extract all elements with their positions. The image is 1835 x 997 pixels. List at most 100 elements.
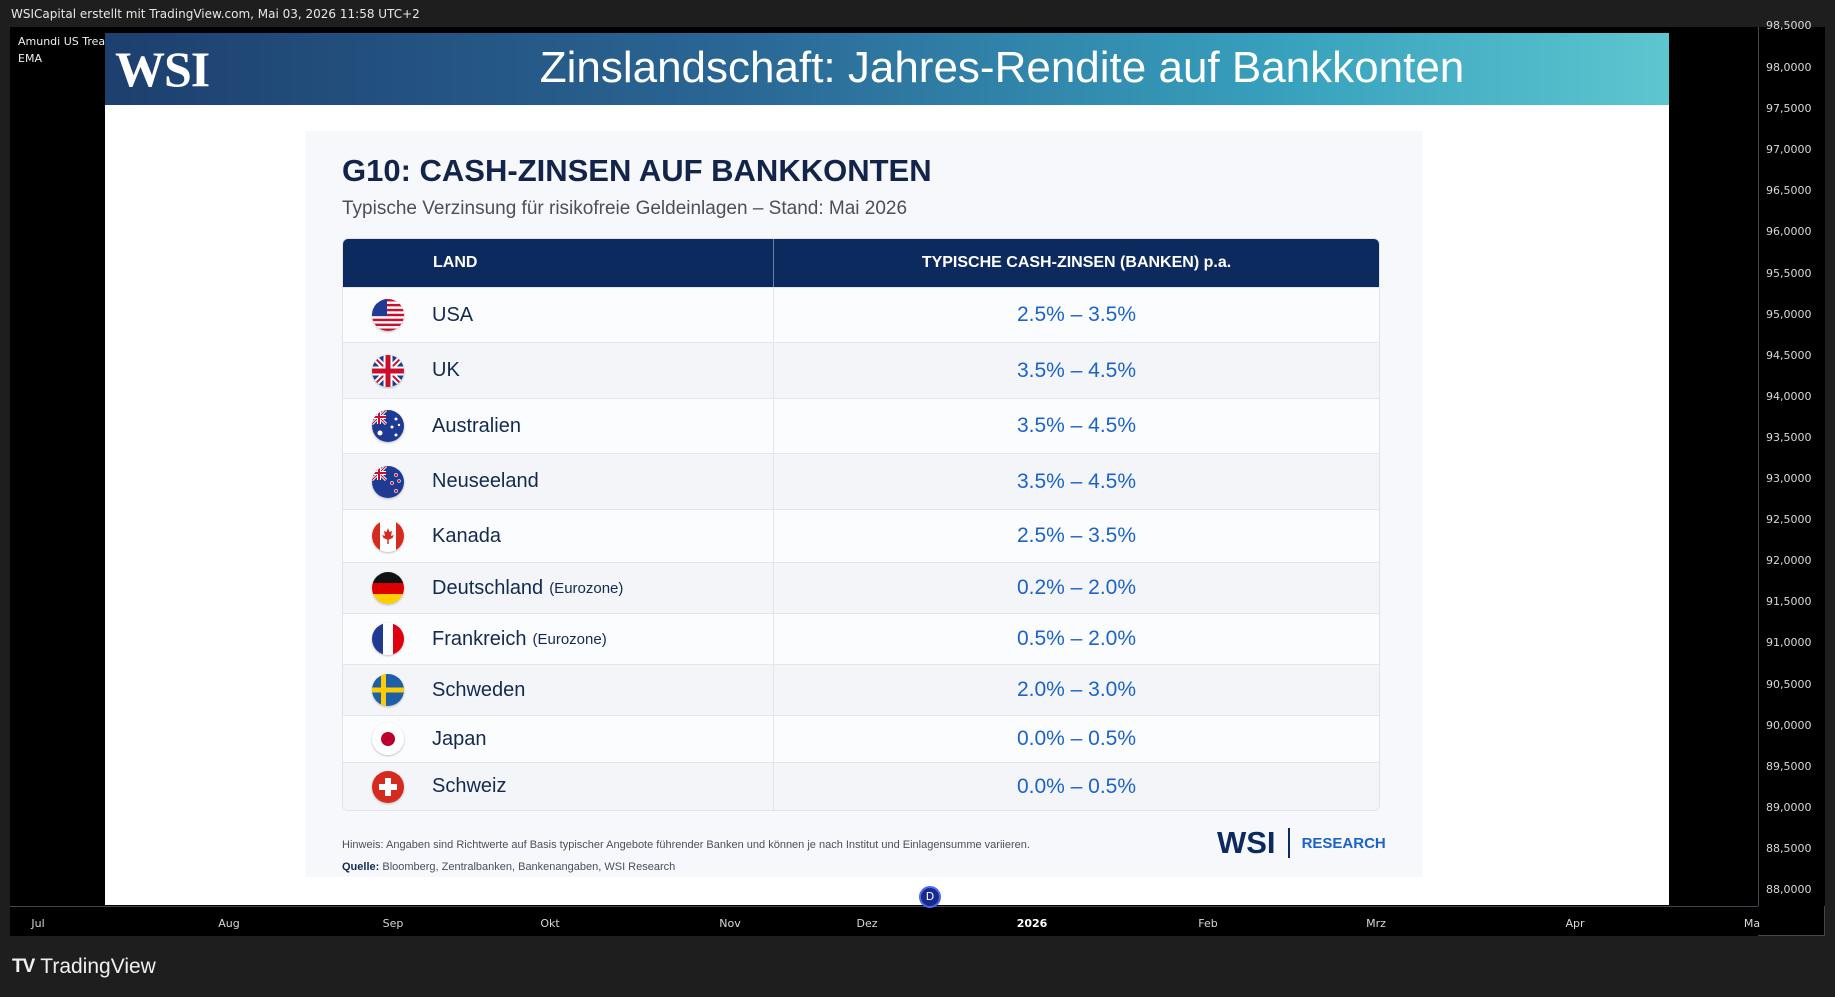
country-cell: Deutschland (Eurozone) [343,563,774,613]
country-name: Neuseeland [432,470,539,492]
price-label: 92,5000 [1766,513,1812,527]
rate-cell: 2.5% – 3.5% [1016,524,1137,547]
price-label: 95,5000 [1766,266,1812,280]
table-row: Frankreich (Eurozone) 0.5% – 2.0% [343,613,1379,664]
switzerland-flag-icon [372,770,404,803]
tradingview-wordmark: TradingView [40,955,156,978]
table-row: UK 3.5% – 4.5% [343,342,1379,398]
australia-flag-icon [372,410,404,442]
uk-flag-icon [372,354,404,387]
time-label: Sep [382,917,404,930]
price-label: 90,0000 [1766,718,1812,732]
country-name: UK [432,359,460,381]
source-text: Bloomberg, Zentralbanken, Bankenangaben,… [382,861,676,873]
price-label: 93,0000 [1766,472,1812,485]
germany-flag-icon [372,572,404,604]
footer-separator [1287,828,1290,858]
footer-wsi: WSI [1217,825,1276,860]
rate-cell: 0.0% – 0.5% [1016,774,1137,798]
time-label: Ma [1743,917,1761,930]
table-header: LAND TYPISCHE CASH-ZINSEN (BANKEN) p.a. [343,239,1379,287]
tradingview-logo[interactable]: TV TradingView [12,955,156,979]
price-label: 89,0000 [1766,800,1812,814]
price-label: 93,5000 [1766,430,1812,444]
price-label: 96,0000 [1766,225,1812,239]
price-label: 98,5000 [1766,19,1812,32]
country-name: Frankreich [432,627,527,650]
price-label: 91,5000 [1766,595,1812,609]
time-label: Dez [856,917,878,930]
rate-cell: 3.5% – 4.5% [1016,469,1137,493]
canada-flag-icon [372,520,404,552]
time-axis[interactable] [10,906,1758,936]
time-label: 2026 [1016,917,1048,930]
disclaimer-note: Hinweis: Angaben sind Richtwerte auf Bas… [342,839,1030,851]
time-label: Aug [218,917,240,930]
country-cell: Japan [343,716,774,762]
source-line: Quelle: Bloomberg, Zentralbanken, Banken… [342,861,675,873]
country-name: Deutschland [432,576,544,599]
price-label: 94,5000 [1766,348,1812,362]
country-cell: Kanada [343,510,774,562]
new-zealand-flag-icon [372,465,404,498]
price-label: 88,0000 [1766,883,1812,896]
source-label: Quelle: [342,861,380,873]
table-row: Schweiz 0.0% – 0.5% [343,762,1379,810]
price-label: 97,5000 [1766,102,1812,116]
header-rate: TYPISCHE CASH-ZINSEN (BANKEN) p.a. [921,254,1232,271]
price-label: 97,0000 [1766,143,1812,157]
slide-banner: WSI Zinslandschaft: Jahres-Rendite auf B… [105,33,1669,105]
price-label: 90,5000 [1766,677,1812,691]
time-label: Apr [1565,917,1585,930]
us-flag-icon [372,299,404,331]
price-label: 94,0000 [1766,389,1812,403]
price-label: 96,5000 [1766,184,1812,198]
country-name: Kanada [432,524,501,547]
country-name: USA [432,303,474,326]
table-row: Japan 0.0% – 0.5% [343,715,1379,762]
rate-cell: 2.5% – 3.5% [1016,303,1137,326]
price-axis[interactable] [1758,27,1825,906]
price-label: 88,5000 [1766,841,1812,855]
france-flag-icon [372,623,404,655]
country-name: Schweiz [432,775,507,797]
table-row: Australien 3.5% – 4.5% [343,398,1379,453]
price-label: 91,0000 [1766,636,1812,650]
indicator-legend-ema[interactable]: EMA [18,52,42,65]
slide-image: WSI Zinslandschaft: Jahres-Rendite auf B… [105,33,1669,905]
country-name: Schweden [432,678,526,701]
rate-cell: 0.0% – 0.5% [1016,727,1137,750]
dividend-marker[interactable]: D [919,886,941,908]
country-cell: Neuseeland [343,454,774,509]
table-row: Kanada 2.5% – 3.5% [343,509,1379,562]
country-cell: USA [343,288,774,342]
country-cell: Schweiz [343,763,774,810]
header-country: LAND [343,239,774,287]
price-label: 89,5000 [1766,759,1812,773]
rates-table: LAND TYPISCHE CASH-ZINSEN (BANKEN) p.a. … [342,238,1380,811]
time-label: Nov [719,917,741,930]
country-cell: Frankreich (Eurozone) [343,614,774,664]
table-row: Schweden 2.0% – 3.0% [343,664,1379,715]
price-label: 92,0000 [1766,554,1812,568]
price-label: 95,0000 [1766,307,1812,321]
rate-cell: 3.5% – 4.5% [1016,358,1137,382]
snapshot-caption: WSICapital erstellt mit TradingView.com,… [11,7,420,21]
slide-title: Zinslandschaft: Jahres-Rendite auf Bankk… [539,43,1465,92]
rate-cell: 0.5% – 2.0% [1016,627,1137,650]
country-suffix: (Eurozone) [549,579,624,597]
country-cell: Australien [343,399,774,453]
rate-cell: 3.5% – 4.5% [1016,414,1137,437]
table-row: Deutschland (Eurozone) 0.2% – 2.0% [343,562,1379,613]
sweden-flag-icon [372,674,404,706]
price-label: 98,0000 [1766,61,1812,74]
time-label: Jul [31,917,45,930]
wsi-logo: WSI [115,41,210,97]
table-row: USA 2.5% – 3.5% [343,287,1379,342]
tradingview-mark-icon: TV [12,956,35,977]
country-name: Australien [432,414,521,437]
country-cell: UK [343,343,774,398]
time-label: Mrz [1366,917,1386,930]
time-label: Okt [540,917,560,930]
rates-card: G10: CASH-ZINSEN AUF BANKKONTEN Typische… [305,131,1423,877]
